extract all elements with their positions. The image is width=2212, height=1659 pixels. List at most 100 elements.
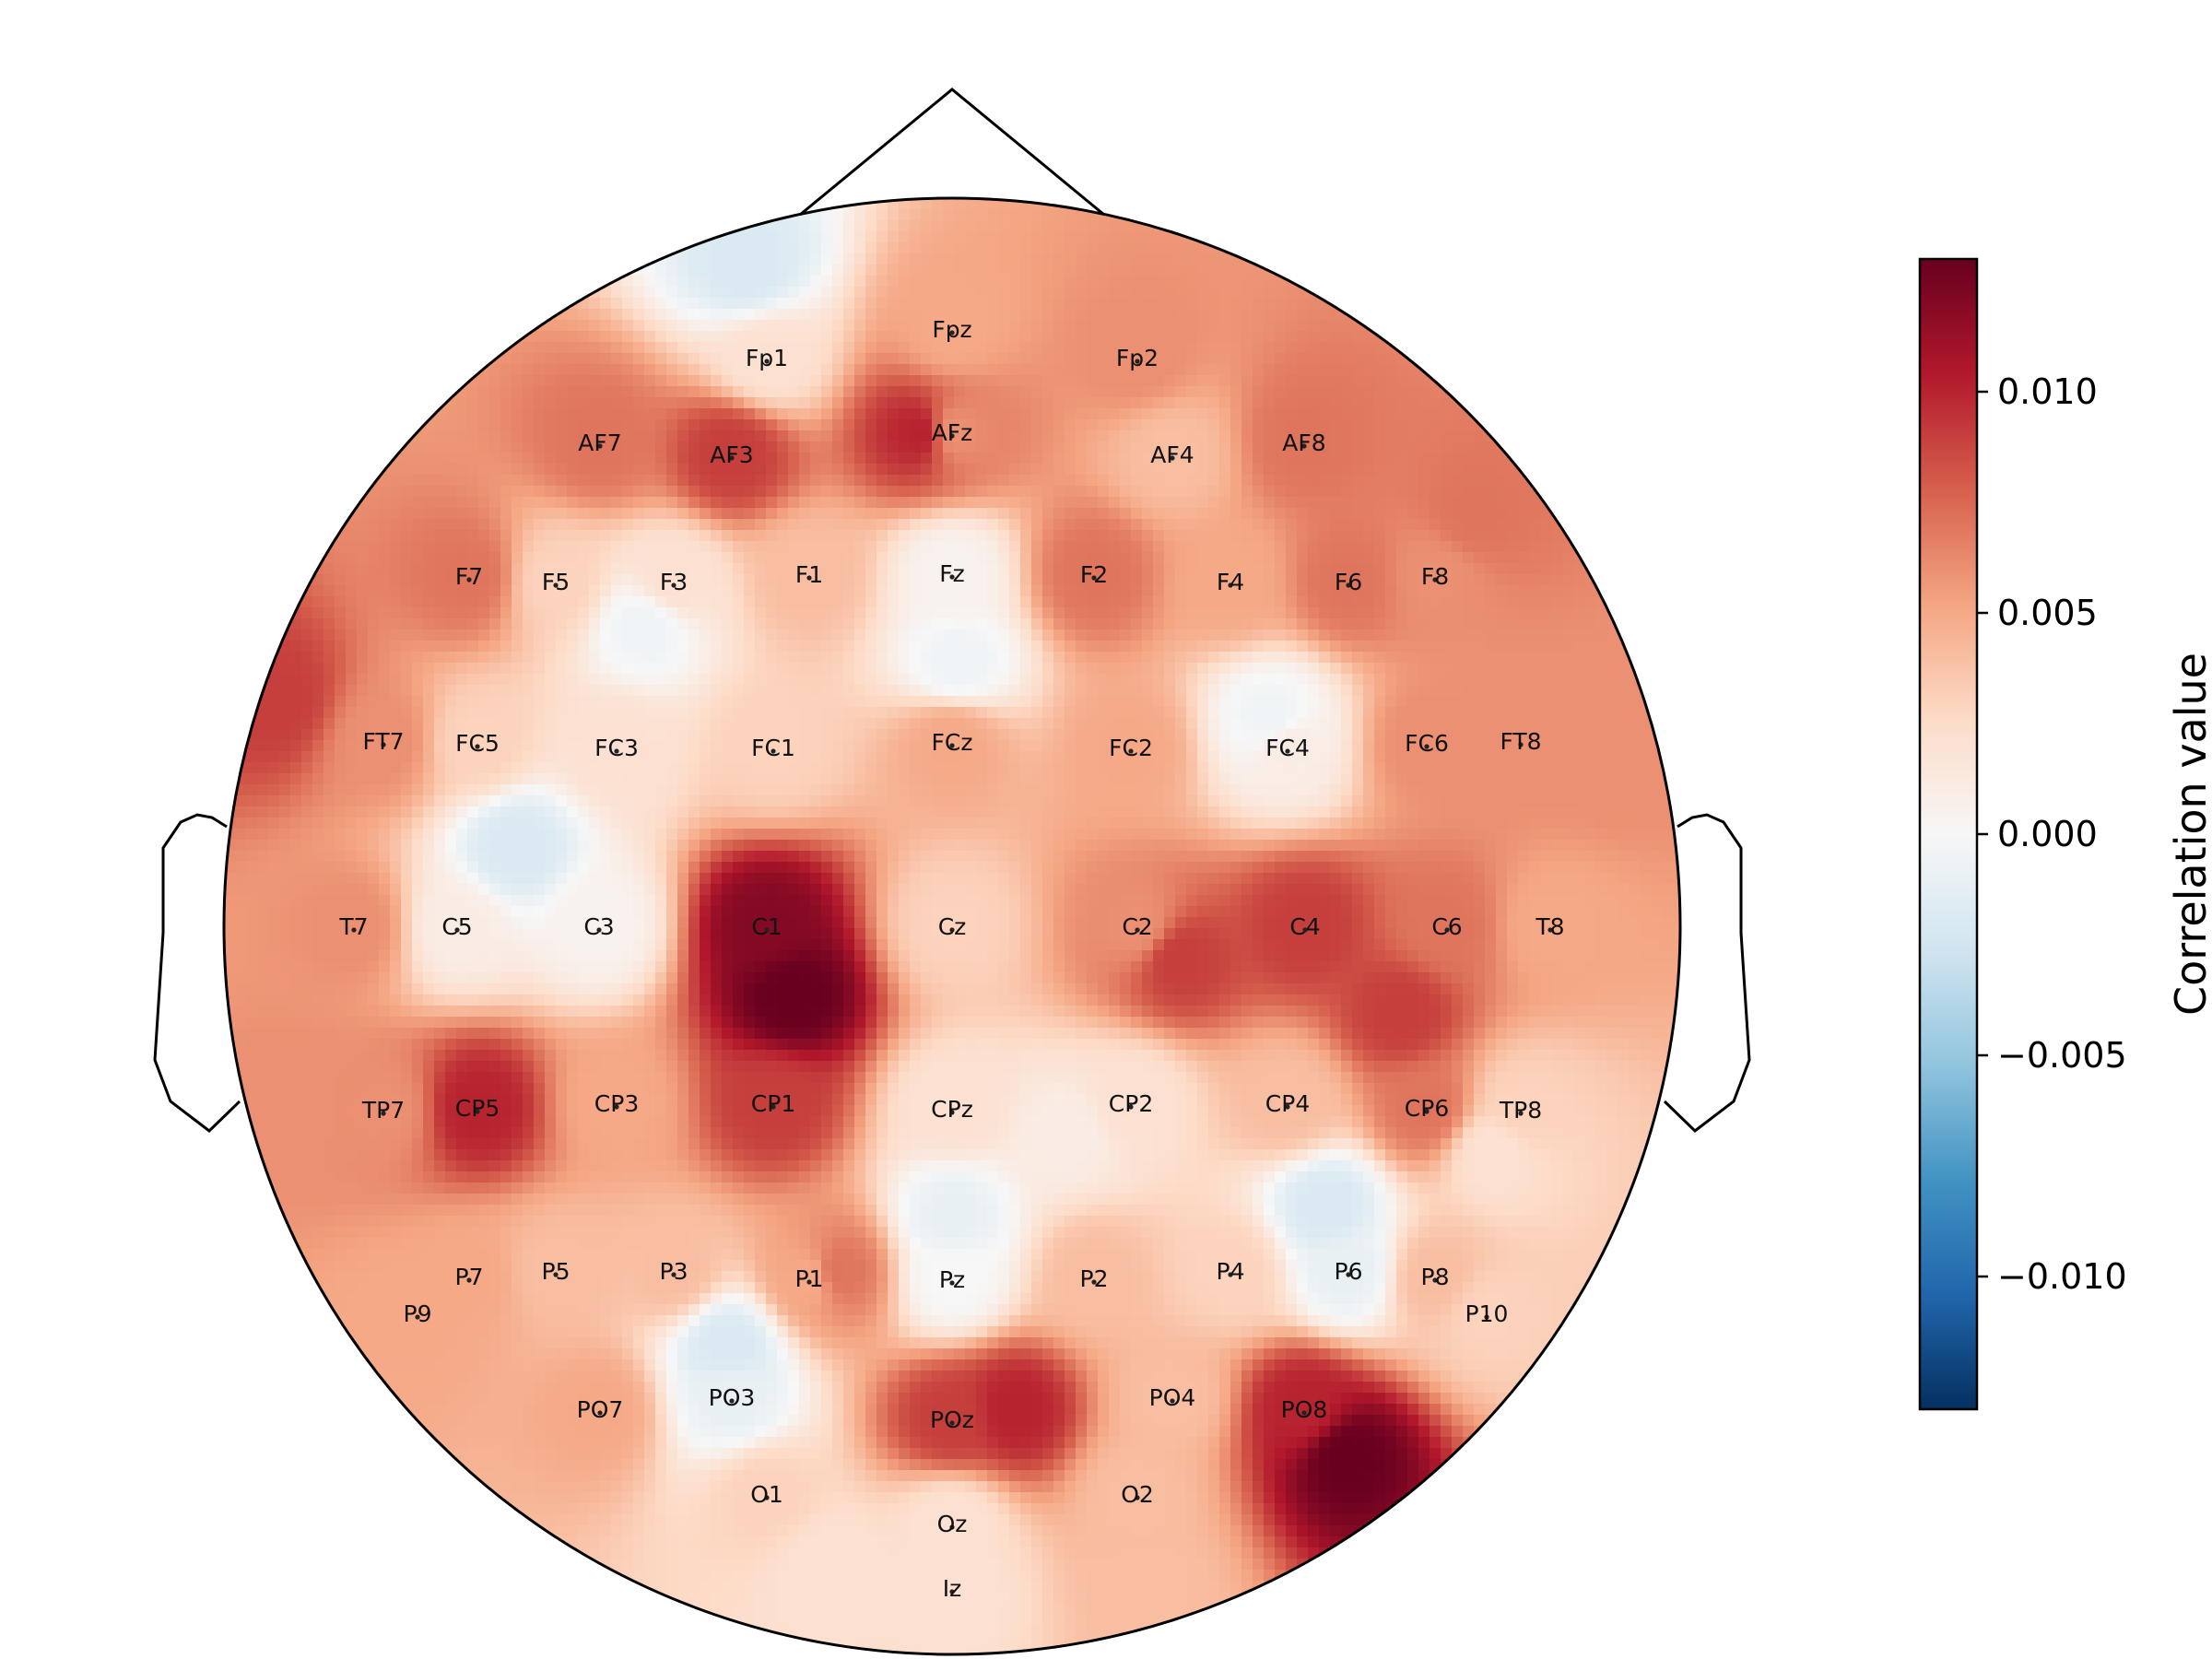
heatmap-cell — [1253, 475, 1265, 487]
heatmap-cell — [434, 585, 446, 597]
heatmap-cell — [1308, 497, 1320, 509]
heatmap-cell — [556, 707, 568, 719]
heatmap-cell — [921, 419, 933, 431]
heatmap-cell — [1230, 386, 1242, 398]
heatmap-cell — [843, 397, 855, 409]
heatmap-cell — [965, 629, 977, 641]
heatmap-cell — [888, 574, 900, 586]
heatmap-cell — [1319, 353, 1331, 365]
heatmap-cell — [1308, 729, 1320, 741]
heatmap-cell — [1363, 718, 1375, 730]
heatmap-cell — [700, 707, 712, 719]
heatmap-cell — [611, 309, 623, 321]
heatmap-cell — [1264, 618, 1276, 630]
heatmap-cell — [1363, 574, 1375, 586]
heatmap-cell — [556, 353, 568, 365]
heatmap-cell — [921, 519, 933, 531]
heatmap-cell — [1186, 641, 1198, 653]
heatmap-cell — [412, 453, 424, 465]
heatmap-cell — [1463, 464, 1475, 476]
heatmap-cell — [965, 574, 977, 586]
heatmap-cell — [954, 508, 966, 520]
heatmap-cell — [711, 475, 723, 487]
heatmap-cell — [711, 618, 723, 630]
heatmap-cell — [777, 663, 789, 675]
heatmap-cell — [1385, 519, 1397, 531]
heatmap-cell — [622, 641, 634, 653]
heatmap-cell — [1485, 419, 1497, 431]
heatmap-cell — [744, 298, 756, 310]
heatmap-cell — [401, 652, 413, 664]
heatmap-cell — [1452, 508, 1464, 520]
heatmap-cell — [899, 685, 911, 697]
heatmap-cell — [976, 663, 988, 675]
heatmap-cell — [998, 629, 1010, 641]
heatmap-cell — [1407, 464, 1419, 476]
heatmap-cell — [1098, 364, 1110, 376]
heatmap-cell — [312, 729, 324, 741]
heatmap-cell — [523, 641, 535, 653]
heatmap-cell — [744, 453, 756, 465]
heatmap-cell — [578, 375, 590, 387]
heatmap-cell — [744, 530, 756, 542]
heatmap-cell — [1186, 242, 1198, 254]
heatmap-cell — [677, 320, 689, 332]
heatmap-cell — [899, 320, 911, 332]
heatmap-cell — [1219, 718, 1231, 730]
heatmap-cell — [1142, 530, 1154, 542]
heatmap-cell — [965, 475, 977, 487]
heatmap-cell — [600, 607, 612, 619]
heatmap-cell — [589, 331, 601, 343]
heatmap-cell — [578, 629, 590, 641]
heatmap-cell — [965, 253, 977, 265]
heatmap-cell — [711, 696, 723, 708]
heatmap-cell — [611, 320, 623, 332]
heatmap-cell — [1087, 685, 1099, 697]
heatmap-cell — [1087, 242, 1099, 254]
heatmap-cell — [954, 265, 966, 276]
heatmap-cell — [379, 497, 391, 509]
heatmap-cell — [423, 453, 435, 465]
heatmap-cell — [1496, 641, 1508, 653]
heatmap-cell — [1418, 508, 1430, 520]
heatmap-cell — [1518, 685, 1530, 697]
heatmap-cell — [921, 342, 933, 354]
heatmap-cell — [445, 430, 457, 442]
heatmap-cell — [567, 618, 579, 630]
heatmap-cell — [500, 718, 512, 730]
heatmap-cell — [1042, 253, 1054, 265]
heatmap-cell — [1175, 309, 1187, 321]
heatmap-cell — [666, 342, 678, 354]
heatmap-cell — [1142, 740, 1154, 752]
heatmap-cell — [1142, 618, 1154, 630]
heatmap-cell — [1053, 508, 1065, 520]
heatmap-cell — [722, 276, 734, 288]
heatmap-cell — [390, 707, 402, 719]
heatmap-cell — [1241, 663, 1253, 675]
heatmap-cell — [301, 663, 313, 675]
heatmap-cell — [1551, 685, 1563, 697]
heatmap-cell — [854, 475, 866, 487]
heatmap-cell — [1485, 475, 1497, 487]
heatmap-cell — [821, 707, 833, 719]
heatmap-cell — [1341, 574, 1353, 586]
heatmap-cell — [390, 663, 402, 675]
heatmap-cell — [445, 585, 457, 597]
heatmap-cell — [1164, 353, 1176, 365]
heatmap-cell — [711, 342, 723, 354]
heatmap-cell — [655, 707, 667, 719]
heatmap-cell — [534, 674, 546, 686]
heatmap-cell — [1219, 375, 1231, 387]
heatmap-cell — [567, 641, 579, 653]
heatmap-cell — [1109, 242, 1121, 254]
heatmap-cell — [633, 519, 645, 531]
heatmap-cell — [1529, 508, 1541, 520]
heatmap-cell — [788, 453, 800, 465]
heatmap-cell — [865, 287, 877, 299]
heatmap-cell — [954, 231, 966, 243]
heatmap-cell — [1452, 652, 1464, 664]
heatmap-cell — [1186, 419, 1198, 431]
heatmap-cell — [1120, 309, 1132, 321]
heatmap-cell — [954, 541, 966, 553]
heatmap-cell — [832, 242, 844, 254]
